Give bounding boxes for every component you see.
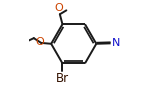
Text: O: O (54, 3, 63, 13)
Text: O: O (35, 37, 44, 48)
Text: N: N (112, 38, 120, 48)
Text: Br: Br (56, 72, 69, 85)
